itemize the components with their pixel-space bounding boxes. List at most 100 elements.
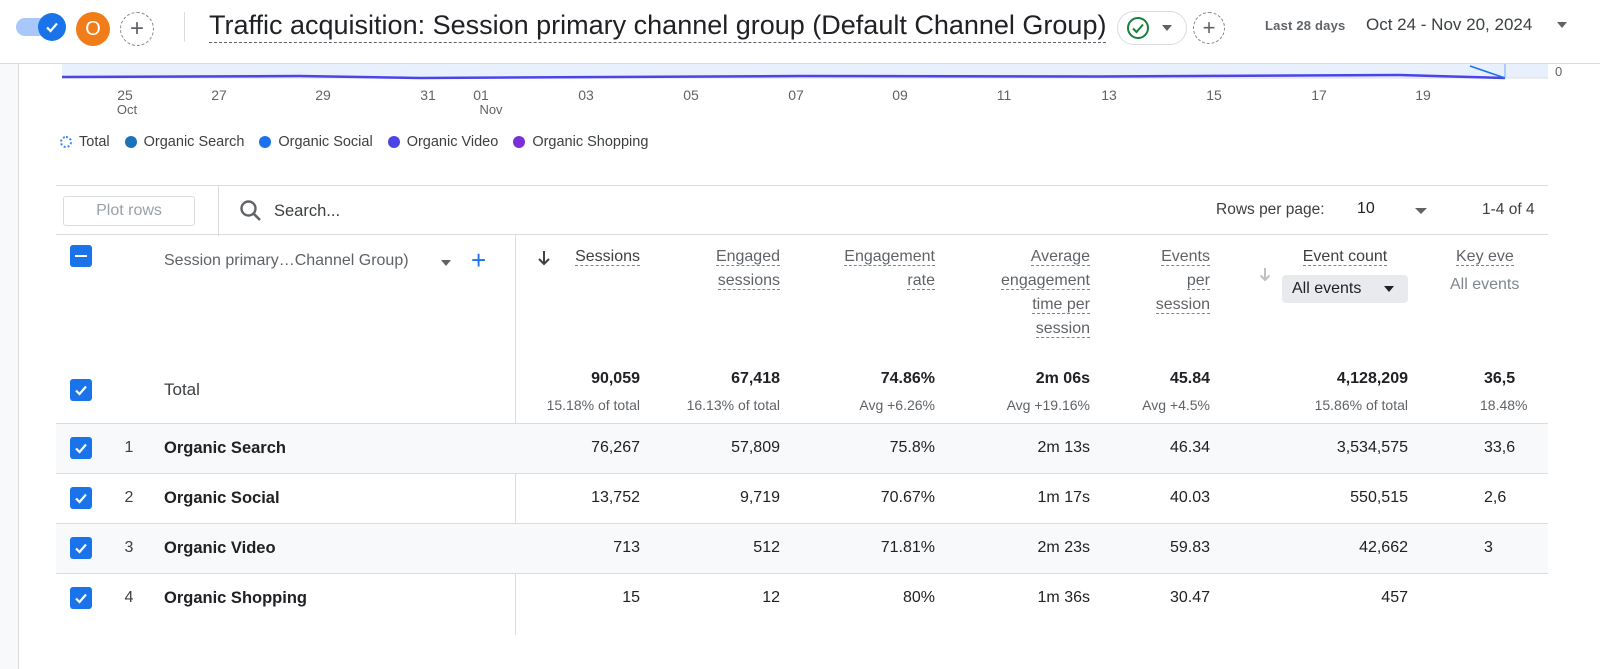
check-icon [75, 385, 87, 396]
search-input[interactable] [274, 198, 574, 224]
check-icon [75, 543, 87, 554]
legend-item-organic-search[interactable]: Organic Search [124, 134, 245, 150]
chevron-down-icon[interactable] [1557, 22, 1567, 28]
plot-rows-button[interactable]: Plot rows [63, 196, 195, 226]
row-checkbox[interactable] [70, 487, 92, 509]
chevron-down-icon [1162, 25, 1172, 31]
event-count-filter-dropdown[interactable]: All events [1282, 275, 1408, 303]
total-engaged-share: 16.13% of total [686, 397, 780, 413]
line-chart [61, 64, 1548, 80]
rows-per-page-select[interactable]: 10 [1357, 200, 1375, 217]
add-filter-button[interactable]: + [1193, 12, 1225, 44]
row-channel-name[interactable]: Organic Shopping [164, 589, 307, 607]
column-header-event-count[interactable]: Event count [1282, 245, 1408, 269]
total-engaged-sessions: 67,418 [731, 370, 780, 387]
legend-item-organic-shopping[interactable]: Organic Shopping [513, 134, 648, 150]
table-row[interactable]: 3 Organic Video 713 512 71.81% 2m 23s 59.83 42,… [56, 523, 1548, 573]
legend-label: Total [79, 134, 110, 150]
table-row[interactable]: 4 Organic Shopping 15 12 80% 1m 36s 30.47 457 [56, 573, 1548, 623]
row-channel-name[interactable]: Organic Social [164, 489, 280, 507]
series-line [1469, 65, 1506, 79]
column-header-label: Average engagement time per session [1001, 248, 1090, 338]
check-icon [38, 13, 66, 41]
plus-icon: + [1202, 15, 1216, 40]
add-comparison-button[interactable]: + [120, 12, 154, 46]
cell-sessions: 13,752 [591, 489, 640, 506]
check-icon [75, 493, 87, 504]
legend-item-total[interactable]: Total [60, 134, 110, 150]
cell-events-per-session: 40.03 [1169, 489, 1210, 506]
cell-events-per-session: 59.83 [1169, 539, 1210, 556]
cell-avg-engagement-time: 1m 36s [1037, 589, 1090, 606]
x-tick-label: 07 [788, 87, 804, 103]
total-engagement-time-avg: Avg +19.16% [1006, 397, 1090, 413]
cell-event-count: 3,534,575 [1336, 439, 1408, 456]
cell-sessions: 713 [613, 539, 640, 556]
legend-label: Organic Social [278, 134, 373, 150]
row-checkbox[interactable] [70, 537, 92, 559]
comparison-toggle[interactable] [16, 12, 66, 41]
total-sessions: 90,059 [591, 370, 640, 387]
total-row-checkbox[interactable] [70, 379, 92, 401]
add-dimension-button[interactable]: + [471, 245, 487, 275]
row-number: 1 [124, 439, 134, 456]
data-table: Session primary…Channel Group) + Session… [56, 235, 1548, 635]
sort-arrow-icon[interactable] [1258, 267, 1272, 283]
check-circle-icon [1127, 17, 1149, 39]
column-header-sessions[interactable]: Sessions [556, 245, 640, 269]
cell-events-per-session: 46.34 [1169, 439, 1210, 456]
cell-engaged-sessions: 9,719 [739, 489, 780, 506]
toolbar-divider [218, 186, 219, 236]
row-number: 4 [124, 589, 134, 606]
legend-item-organic-video[interactable]: Organic Video [387, 134, 499, 150]
legend-label: Organic Video [406, 134, 499, 150]
chevron-down-icon[interactable] [1415, 208, 1427, 214]
x-tick-label: 17 [1311, 87, 1327, 103]
page-title[interactable]: Traffic acquisition: Session primary cha… [209, 8, 1107, 43]
legend-label: Organic Search [143, 134, 245, 150]
key-events-filter[interactable]: All events [1450, 276, 1520, 293]
total-row-label: Total [164, 380, 200, 399]
x-tick-month: Oct [116, 102, 138, 117]
x-tick-label: 27 [211, 87, 227, 103]
report-status-dropdown[interactable] [1117, 11, 1187, 45]
legend-label: Organic Shopping [532, 134, 649, 150]
chevron-down-icon[interactable] [441, 260, 451, 266]
legend-item-organic-social[interactable]: Organic Social [259, 134, 373, 150]
legend-marker [259, 136, 272, 148]
legend-marker [513, 136, 526, 148]
x-tick-month: Nov [479, 102, 503, 117]
column-header-key-events[interactable]: Key eve [1436, 245, 1548, 269]
column-header-engagement-rate[interactable]: Engagement rate [826, 245, 935, 293]
cell-avg-engagement-time: 2m 23s [1037, 539, 1090, 556]
row-channel-name[interactable]: Organic Search [164, 439, 286, 457]
comparison-avatar[interactable]: O [76, 12, 110, 46]
x-tick-label: 03 [578, 87, 594, 103]
column-header-avg-engagement-time[interactable]: Average engagement time per session [986, 245, 1090, 341]
cell-engaged-sessions: 512 [753, 539, 780, 556]
legend-marker [387, 136, 400, 148]
select-all-checkbox[interactable] [70, 245, 92, 267]
dropdown-value: All events [1292, 280, 1362, 297]
row-checkbox[interactable] [70, 437, 92, 459]
row-checkbox[interactable] [70, 587, 92, 609]
x-tick-label: 15 [1206, 87, 1222, 103]
x-tick-label: 25 [117, 87, 133, 103]
cell-sessions: 76,267 [591, 439, 640, 456]
row-channel-name[interactable]: Organic Video [164, 539, 276, 557]
column-header-label: Engagement rate [844, 248, 935, 290]
x-tick-label: 19 [1415, 87, 1431, 103]
table-row[interactable]: 2 Organic Social 13,752 9,719 70.67% 1m 17s 40… [56, 473, 1548, 523]
cell-events-per-session: 30.47 [1169, 589, 1210, 606]
column-header-events-per-session[interactable]: Events per session [1140, 245, 1210, 317]
column-header-label: Event count [1302, 248, 1388, 266]
date-range-label: Last 28 days [1265, 18, 1346, 33]
sort-descending-icon[interactable] [536, 249, 552, 267]
x-tick-label: 31 [420, 87, 436, 103]
date-range-value[interactable]: Oct 24 - Nov 20, 2024 [1366, 15, 1533, 34]
cell-engagement-rate: 71.81% [880, 539, 935, 556]
column-header-engaged-sessions[interactable]: Engaged sessions [676, 245, 780, 293]
dimension-header[interactable]: Session primary…Channel Group) [164, 252, 409, 269]
table-row[interactable]: 1 Organic Search 76,267 57,809 75.8% 2m 13s 46… [56, 423, 1548, 473]
total-key-events-share: 18.48% [1480, 397, 1528, 413]
